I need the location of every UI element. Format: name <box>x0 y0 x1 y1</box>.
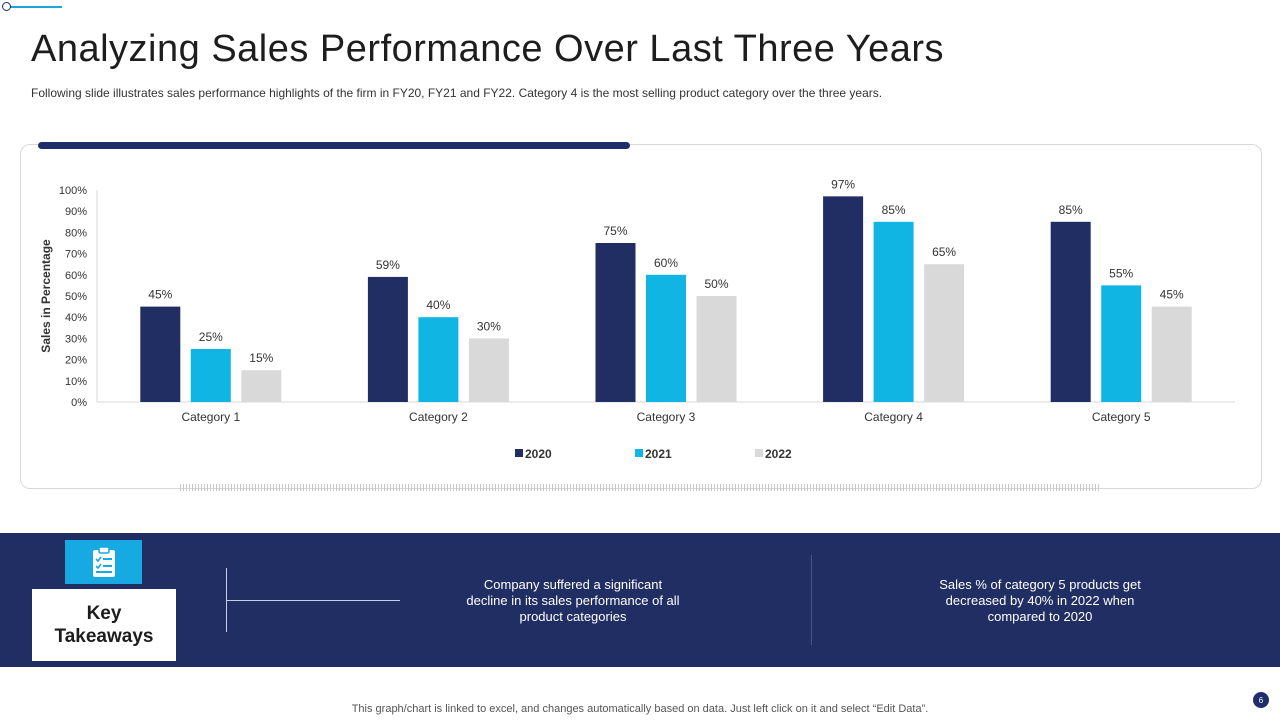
data-label: 65% <box>932 245 956 259</box>
legend-swatch-2022 <box>755 449 763 457</box>
data-label: 75% <box>603 224 627 238</box>
data-label: 55% <box>1109 266 1133 280</box>
y-tick-label: 0% <box>71 397 87 409</box>
card-accent-bar <box>38 142 630 149</box>
bar-2020-2 <box>367 276 408 402</box>
legend-swatch-2021 <box>635 449 643 457</box>
key-takeaways-box: Key Takeaways <box>32 589 176 661</box>
bar-2020-3 <box>595 243 636 402</box>
bar-2020-1 <box>140 306 181 402</box>
y-tick-label: 60% <box>65 270 87 282</box>
y-tick-label: 90% <box>65 206 87 218</box>
bar-2021-1 <box>190 349 231 402</box>
takeaways-icon-box <box>65 540 142 584</box>
dotted-strip <box>180 484 1100 491</box>
data-label: 25% <box>199 330 223 344</box>
data-label: 97% <box>831 177 855 191</box>
bar-2022-3 <box>696 296 737 402</box>
takeaway-text-2: Sales % of category 5 products get decre… <box>939 577 1141 624</box>
page-title: Analyzing Sales Performance Over Last Th… <box>31 28 945 70</box>
footer-note: This graph/chart is linked to excel, and… <box>351 703 929 715</box>
x-tick-label: Category 3 <box>637 410 696 424</box>
takeaway-text-1: Company suffered a significant decline i… <box>466 577 680 624</box>
bar-2021-5 <box>1101 285 1142 402</box>
corner-accent-dot <box>2 2 11 11</box>
bar-2022-2 <box>468 338 509 402</box>
y-tick-label: 50% <box>65 291 87 303</box>
bar-2022-4 <box>924 264 965 402</box>
y-tick-label: 100% <box>59 185 87 197</box>
data-label: 40% <box>426 298 450 312</box>
bar-2020-4 <box>823 196 864 402</box>
data-label: 15% <box>249 351 273 365</box>
bar-2022-1 <box>241 370 282 402</box>
bar-2020-5 <box>1050 221 1091 402</box>
y-tick-label: 30% <box>65 333 87 345</box>
y-tick-label: 40% <box>65 312 87 324</box>
takeaways-band <box>0 533 1280 667</box>
key-takeaways-label: Key Takeaways <box>54 603 154 647</box>
page-subtitle: Following slide illustrates sales perfor… <box>31 86 883 100</box>
data-label: 50% <box>704 277 728 291</box>
corner-accent-line <box>10 6 62 8</box>
data-label: 45% <box>1160 288 1184 302</box>
y-axis-label: Sales in Percentage <box>39 239 53 353</box>
data-label: 59% <box>376 258 400 272</box>
legend-label: 2022 <box>765 447 792 461</box>
y-tick-label: 10% <box>65 376 87 388</box>
data-label: 60% <box>654 256 678 270</box>
data-label: 30% <box>477 319 501 333</box>
bar-2021-2 <box>418 317 459 402</box>
data-label: 85% <box>1059 203 1083 217</box>
data-label: 85% <box>882 203 906 217</box>
x-tick-label: Category 4 <box>864 410 923 424</box>
x-tick-label: Category 1 <box>181 410 240 424</box>
y-tick-label: 70% <box>65 249 87 261</box>
bar-2022-5 <box>1151 306 1192 402</box>
y-tick-label: 80% <box>65 227 87 239</box>
bar-2021-3 <box>646 274 686 402</box>
takeaway-connector-horizontal <box>226 600 400 601</box>
data-label: 45% <box>148 288 172 302</box>
legend-label: 2020 <box>525 447 552 461</box>
page-number: 6 <box>1253 692 1269 708</box>
legend-swatch-2020 <box>515 449 523 457</box>
legend-label: 2021 <box>645 447 672 461</box>
takeaway-separator <box>811 555 812 645</box>
x-tick-label: Category 5 <box>1092 410 1151 424</box>
clipboard-checklist-icon <box>92 546 115 577</box>
y-tick-label: 20% <box>65 355 87 367</box>
bar-2021-4 <box>873 221 914 402</box>
x-tick-label: Category 2 <box>409 410 468 424</box>
